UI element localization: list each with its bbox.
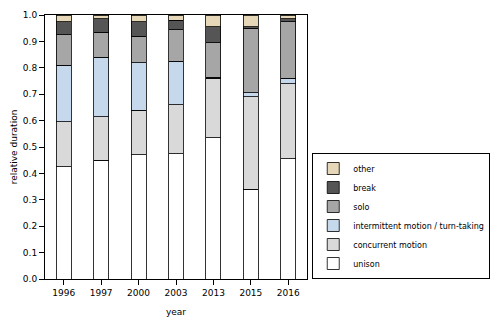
svg-text:year: year [166,307,186,317]
svg-text:0.1: 0.1 [23,248,37,258]
svg-text:2013: 2013 [202,288,225,298]
svg-text:2015: 2015 [239,288,262,298]
svg-text:1.0: 1.0 [23,10,38,20]
svg-text:solo: solo [353,203,369,212]
svg-text:1996: 1996 [52,288,75,298]
svg-text:2016: 2016 [277,288,300,298]
svg-text:1997: 1997 [90,288,113,298]
svg-text:unison: unison [353,260,380,269]
svg-text:0.0: 0.0 [23,274,38,284]
svg-text:0.5: 0.5 [23,142,37,152]
svg-text:2000: 2000 [127,288,150,298]
svg-text:0.4: 0.4 [23,169,38,179]
svg-text:2003: 2003 [165,288,188,298]
svg-text:0.2: 0.2 [23,221,37,231]
svg-text:relative duration: relative duration [9,110,19,185]
svg-text:concurrent motion: concurrent motion [353,241,427,250]
svg-text:break: break [353,184,376,193]
svg-text:0.7: 0.7 [23,89,37,99]
svg-text:other: other [353,165,375,174]
svg-text:0.9: 0.9 [23,37,38,47]
svg-text:0.8: 0.8 [23,63,38,73]
svg-text:0.3: 0.3 [23,195,37,205]
svg-text:0.6: 0.6 [23,116,38,126]
svg-text:intermittent motion / turn-tak: intermittent motion / turn-taking [353,222,484,231]
